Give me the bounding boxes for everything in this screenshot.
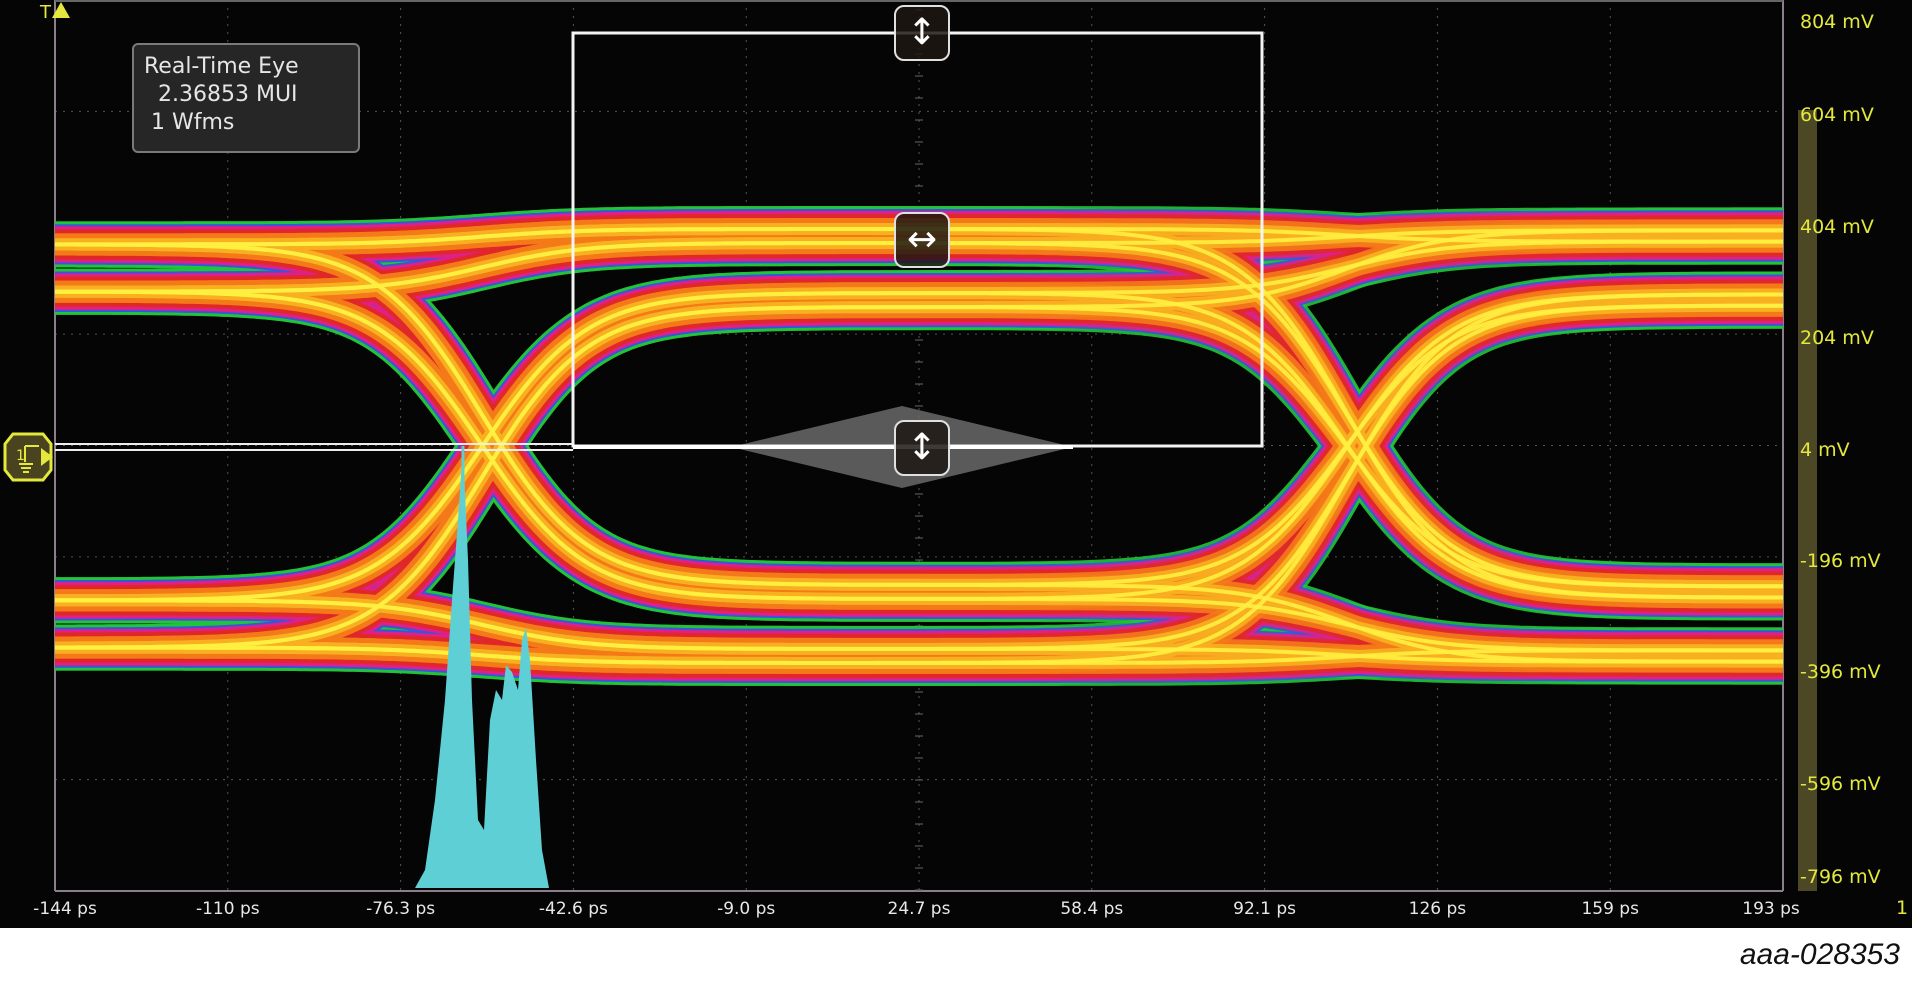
eye-trace xyxy=(55,228,1783,650)
eye-diagram-plot xyxy=(38,0,1817,892)
x-axis-label: 92.1 ps xyxy=(1233,899,1297,919)
real-time-eye-info-box[interactable]: Real-Time Eye 2.36853 MUI 1 Wfms xyxy=(132,43,360,153)
y-axis-label: 204 mV xyxy=(1800,327,1874,350)
y-axis-label: -396 mV xyxy=(1800,661,1881,684)
channel-number: 1 xyxy=(1896,897,1909,919)
y-axis-label: -196 mV xyxy=(1800,549,1881,572)
y-axis-label: -596 mV xyxy=(1800,772,1881,795)
y-axis-label: 804 mV xyxy=(1800,11,1874,33)
horizontal-resize-icon: ↔ xyxy=(906,219,938,260)
eye-trace xyxy=(55,303,1783,651)
y-axis-label: 404 mV xyxy=(1800,215,1874,238)
vertical-resize-icon: ↕ xyxy=(906,427,938,468)
x-axis-label: -42.6 ps xyxy=(538,899,608,919)
x-axis-label: 193 ps xyxy=(1742,899,1800,919)
top-edge-vertical-handle[interactable]: ↕ xyxy=(894,5,950,61)
info-waveforms: 1 Wfms xyxy=(151,110,235,135)
jitter-histogram xyxy=(415,446,549,888)
y-axis-label: 604 mV xyxy=(1800,104,1874,127)
x-axis-label: -76.3 ps xyxy=(366,899,436,919)
x-axis-label: 126 ps xyxy=(1408,899,1467,919)
trigger-arrow-icon xyxy=(52,2,70,18)
trigger-marker[interactable]: T xyxy=(40,2,70,23)
x-axis-label: -110 ps xyxy=(195,899,260,919)
oscilloscope-display: T Real-Time Eye 2.36853 MUI 1 Wfms ↕ ↔ ↕… xyxy=(0,0,1912,928)
x-axis-label: -9.0 ps xyxy=(717,899,776,919)
x-axis-label: 58.4 ps xyxy=(1060,899,1124,919)
scale-level-bar xyxy=(1798,110,1817,891)
y-axis-label: 4 mV xyxy=(1800,438,1850,461)
box-horizontal-handle[interactable]: ↔ xyxy=(894,212,950,268)
bottom-edge-vertical-handle[interactable]: ↕ xyxy=(894,420,950,476)
info-title: Real-Time Eye xyxy=(144,54,299,79)
eye-trace xyxy=(55,289,1783,601)
svg-text:1: 1 xyxy=(16,448,25,464)
y-axis-label: -796 mV xyxy=(1800,866,1881,888)
trigger-label: T xyxy=(40,2,51,23)
info-ui-count: 2.36853 MUI xyxy=(158,82,298,107)
x-axis-label: 24.7 ps xyxy=(887,899,951,919)
eye-trace xyxy=(55,292,1783,665)
channel-1-ground-reference-icon[interactable]: 1 xyxy=(3,432,53,482)
x-axis-label: 159 ps xyxy=(1581,899,1639,919)
x-axis-label: -144 ps xyxy=(33,899,97,919)
figure-id: aaa-028353 xyxy=(1739,938,1900,971)
vertical-resize-icon: ↕ xyxy=(906,12,938,53)
eye-trace xyxy=(55,239,1783,603)
eye-trace xyxy=(55,242,1783,587)
